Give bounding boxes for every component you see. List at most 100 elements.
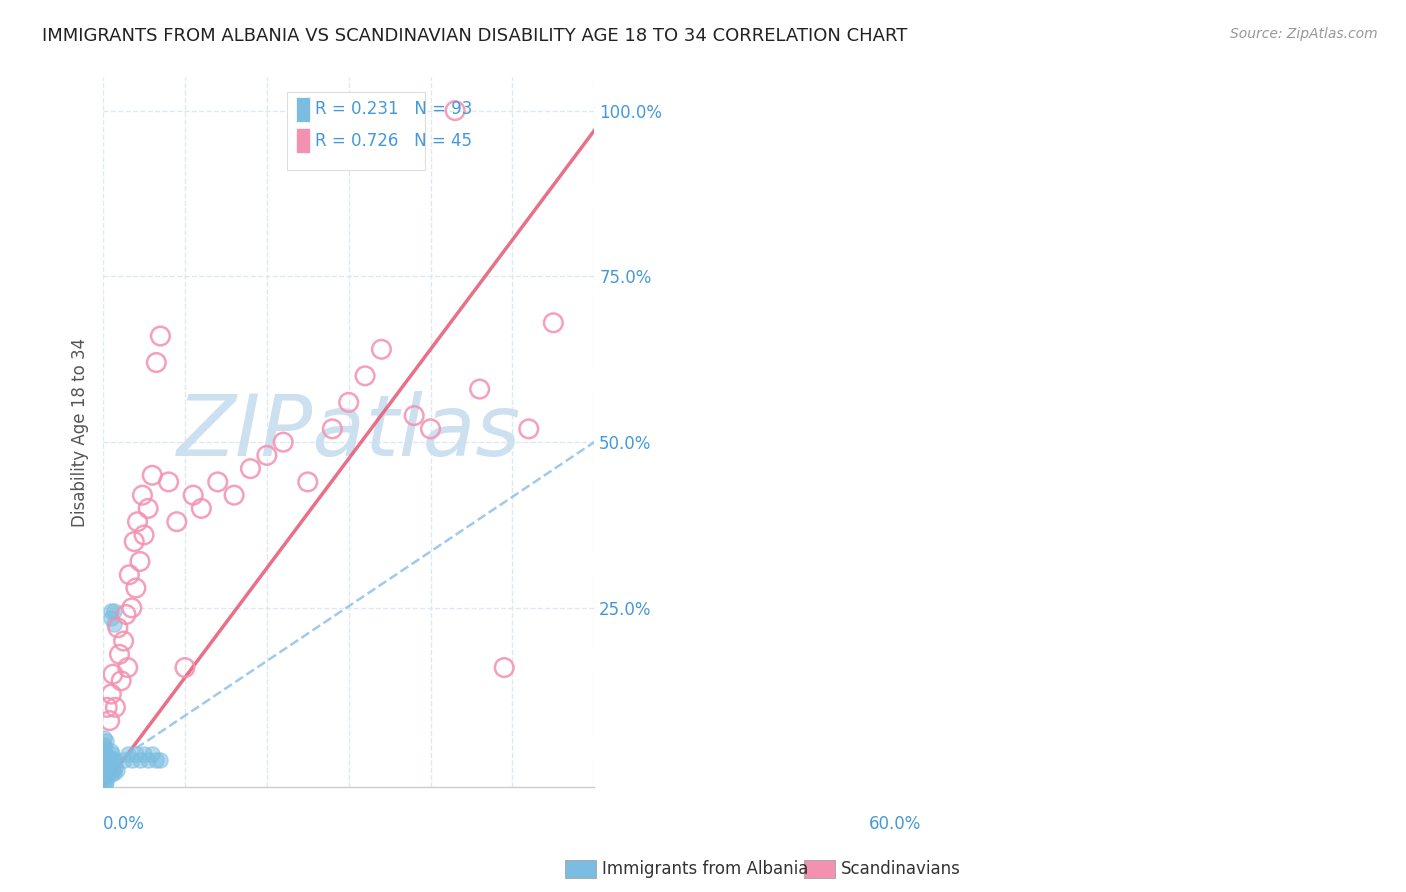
Point	[132, 528, 155, 542]
Point	[94, 756, 117, 771]
Text: 0.0%: 0.0%	[103, 815, 145, 833]
Point	[145, 355, 167, 369]
Point	[157, 475, 180, 489]
Point	[101, 667, 124, 681]
Point	[222, 488, 245, 502]
Point	[93, 731, 115, 746]
Point	[419, 422, 441, 436]
Point	[94, 763, 117, 777]
Point	[256, 449, 278, 463]
Point	[93, 765, 115, 780]
Point	[93, 763, 115, 777]
Point	[93, 738, 115, 752]
Point	[93, 763, 115, 777]
Text: IMMIGRANTS FROM ALBANIA VS SCANDINAVIAN DISABILITY AGE 18 TO 34 CORRELATION CHAR: IMMIGRANTS FROM ALBANIA VS SCANDINAVIAN …	[42, 27, 907, 45]
FancyBboxPatch shape	[287, 92, 425, 169]
Point	[97, 764, 120, 778]
Point	[94, 759, 117, 773]
Point	[100, 611, 122, 625]
Point	[93, 754, 115, 768]
Point	[141, 468, 163, 483]
Point	[100, 744, 122, 758]
Point	[93, 745, 115, 759]
Point	[468, 382, 491, 396]
Point	[117, 660, 139, 674]
Point	[103, 617, 125, 632]
Point	[107, 621, 129, 635]
Point	[105, 764, 128, 778]
Point	[93, 764, 115, 778]
Point	[98, 763, 121, 777]
Point	[94, 765, 117, 780]
Point	[93, 756, 115, 771]
Point	[94, 766, 117, 780]
Point	[149, 753, 172, 767]
Point	[297, 475, 319, 489]
Point	[96, 750, 118, 764]
Point	[112, 753, 135, 767]
Point	[207, 475, 229, 489]
Point	[93, 753, 115, 767]
Point	[125, 581, 148, 595]
Point	[93, 764, 115, 779]
Point	[131, 488, 153, 502]
Point	[93, 761, 115, 775]
Point	[93, 772, 115, 786]
Point	[93, 766, 115, 780]
Point	[94, 773, 117, 788]
Point	[136, 753, 159, 767]
Point	[96, 763, 118, 777]
Point	[239, 461, 262, 475]
Point	[115, 607, 138, 622]
Point	[93, 743, 115, 757]
Point	[118, 567, 141, 582]
Point	[129, 753, 152, 767]
Point	[94, 759, 117, 773]
Point	[93, 752, 115, 766]
Point	[93, 765, 115, 780]
Point	[103, 604, 125, 618]
Point	[96, 700, 118, 714]
Point	[97, 766, 120, 780]
Point	[93, 765, 115, 780]
Point	[444, 103, 467, 118]
FancyBboxPatch shape	[295, 96, 311, 122]
Point	[93, 763, 115, 777]
Point	[149, 329, 172, 343]
Point	[354, 368, 377, 383]
Point	[96, 764, 118, 778]
Point	[101, 747, 124, 761]
Point	[100, 766, 122, 780]
Point	[127, 515, 149, 529]
Point	[93, 759, 115, 773]
Point	[94, 762, 117, 776]
Point	[96, 765, 118, 780]
Point	[190, 501, 212, 516]
Text: 60.0%: 60.0%	[869, 815, 922, 833]
Point	[494, 660, 516, 674]
FancyBboxPatch shape	[295, 128, 311, 153]
Point	[93, 760, 115, 774]
Point	[93, 764, 115, 778]
Point	[98, 714, 121, 728]
Point	[93, 754, 115, 768]
Point	[94, 734, 117, 748]
Point	[94, 752, 117, 766]
Point	[370, 343, 392, 357]
Point	[97, 755, 120, 769]
Point	[125, 747, 148, 761]
Point	[404, 409, 426, 423]
Point	[98, 756, 121, 771]
Point	[94, 763, 117, 777]
Point	[101, 764, 124, 778]
Point	[93, 756, 115, 771]
Point	[94, 750, 117, 764]
Point	[543, 316, 565, 330]
Text: R = 0.231   N = 93: R = 0.231 N = 93	[315, 101, 472, 119]
Point	[337, 395, 360, 409]
Text: R = 0.726   N = 45: R = 0.726 N = 45	[315, 132, 472, 150]
Point	[100, 761, 122, 775]
Point	[517, 422, 540, 436]
Point	[110, 673, 132, 688]
Text: Scandinavians: Scandinavians	[841, 860, 960, 878]
